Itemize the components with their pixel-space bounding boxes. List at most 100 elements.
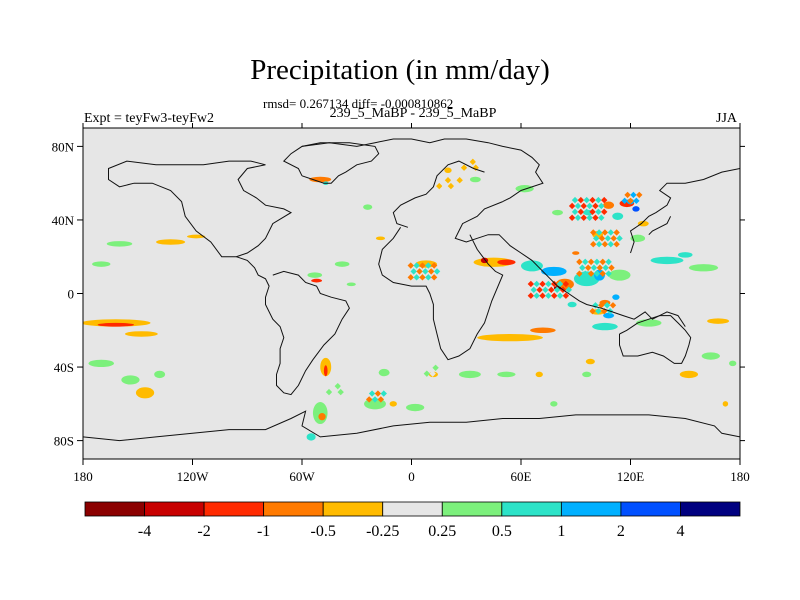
x-tick-label: 120E: [617, 469, 645, 484]
diamond-mark: [584, 264, 592, 271]
anomaly-patch-7: [88, 359, 115, 368]
anomaly-patch-73: [444, 167, 452, 174]
diamond-mark: [430, 274, 438, 281]
diamond-mark: [371, 396, 379, 403]
colorbar-label: -2: [197, 523, 210, 540]
diamond-mark: [593, 258, 601, 266]
diamond-mark: [562, 292, 570, 299]
diamond-mark: [590, 264, 598, 271]
colorbar: -4 -2 -1 -0.5 -0.25 0.25 0.5 1 2 4: [84, 501, 741, 540]
diamond-cluster-2: [436, 177, 463, 190]
anomaly-patch-34: [550, 401, 558, 407]
anomaly-patch-39: [635, 319, 662, 327]
anomaly-patch-15: [307, 272, 323, 278]
anomaly-patch-37: [592, 322, 618, 331]
period-label: 239_5_MaBP - 239_5_MaBP: [329, 106, 497, 121]
diamond-mark: [551, 292, 558, 299]
diamond-mark: [425, 274, 432, 281]
diamond-mark: [587, 270, 595, 277]
diamond-mark: [539, 292, 546, 299]
anomaly-patch-76: [567, 301, 577, 308]
y-tick-label: 40S: [54, 360, 74, 375]
diamond-mark: [475, 158, 482, 166]
anomaly-patch-35: [477, 333, 543, 342]
diamond-mark: [598, 235, 606, 242]
diamond-mark: [604, 235, 612, 242]
colorbar-label: 4: [676, 523, 684, 540]
diamond-mark: [460, 164, 468, 171]
diamond-mark: [583, 196, 590, 204]
coastline-segment-1: [454, 201, 686, 327]
diamond-mark: [368, 390, 376, 397]
diamond-mark: [577, 208, 585, 216]
diamond-mark: [551, 280, 558, 288]
colorbar-box-4: [322, 501, 384, 517]
diamond-mark: [433, 268, 441, 275]
diamond-mark: [463, 158, 471, 166]
diamond-mark: [574, 202, 582, 210]
anomaly-patch-74: [572, 251, 580, 255]
diamond-mark: [565, 286, 573, 294]
anomaly-patch-11: [309, 176, 332, 183]
diamond-mark: [407, 274, 414, 281]
diamond-mark: [582, 270, 589, 277]
colorbar-box-2: [203, 501, 265, 517]
diamond-mark: [592, 202, 599, 210]
y-tick-label: 80N: [52, 139, 75, 154]
diamond-mark: [325, 388, 333, 396]
diamond-cluster-4: [568, 196, 608, 221]
anomaly-patch-18: [346, 282, 356, 287]
diamond-mark: [616, 235, 623, 242]
anomaly-patch-4: [187, 234, 206, 239]
anomaly-patch-69: [637, 220, 649, 227]
anomaly-patch-21: [312, 401, 328, 425]
experiment-label: Expt = teyFw3-teyFw2: [84, 111, 214, 126]
diamond-mark: [429, 370, 436, 377]
diamond-mark: [365, 396, 373, 403]
diamond-mark: [595, 229, 603, 236]
coastline-segment-9: [629, 168, 740, 254]
x-tick-label: 60W: [289, 469, 315, 484]
colorbar-label: -0.5: [311, 523, 336, 540]
diamond-cluster-9: [325, 382, 347, 396]
anomaly-patch-32: [585, 358, 595, 365]
anomaly-patch-6: [92, 261, 111, 267]
diamond-mark: [545, 280, 552, 288]
anomaly-patch-5: [106, 241, 133, 247]
x-tick-label: 180: [730, 469, 750, 484]
diamond-mark: [607, 229, 614, 236]
diamond-mark: [605, 270, 612, 277]
diamond-mark: [613, 241, 620, 248]
anomaly-patch-70: [469, 176, 481, 183]
diamond-mark: [601, 229, 609, 236]
diamond-mark: [595, 307, 602, 315]
diamond-mark: [413, 262, 420, 269]
diamond-mark: [609, 302, 617, 309]
diamond-mark: [419, 262, 426, 269]
diamond-mark: [601, 241, 609, 248]
anomaly-patch-60: [677, 252, 693, 258]
diamond-mark: [610, 235, 617, 242]
anomaly-patch-58: [650, 256, 684, 265]
anomaly-patch-50: [541, 266, 567, 277]
diamond-mark: [589, 208, 596, 216]
diamond-cluster-8: [365, 390, 387, 403]
anomaly-patch-20: [323, 365, 328, 377]
diamond-mark: [426, 364, 433, 371]
coastline-segment-0: [301, 138, 544, 203]
diamond-mark: [553, 286, 561, 294]
diamond-mark: [593, 270, 601, 277]
diamond-mark: [598, 214, 605, 221]
anomaly-patch-68: [630, 234, 646, 243]
diamond-mark: [571, 208, 579, 216]
diamond-mark: [413, 274, 420, 281]
coastline-segment-5: [282, 142, 380, 184]
anomaly-patch-30: [497, 371, 516, 378]
anomaly-patch-43: [729, 360, 737, 367]
diamond-mark: [530, 286, 537, 294]
colorbar-box-0: [84, 501, 145, 517]
coastline-layer: [83, 138, 740, 442]
diamond-mark: [603, 302, 611, 309]
chart-title: Precipitation (in mm/day): [250, 54, 550, 86]
